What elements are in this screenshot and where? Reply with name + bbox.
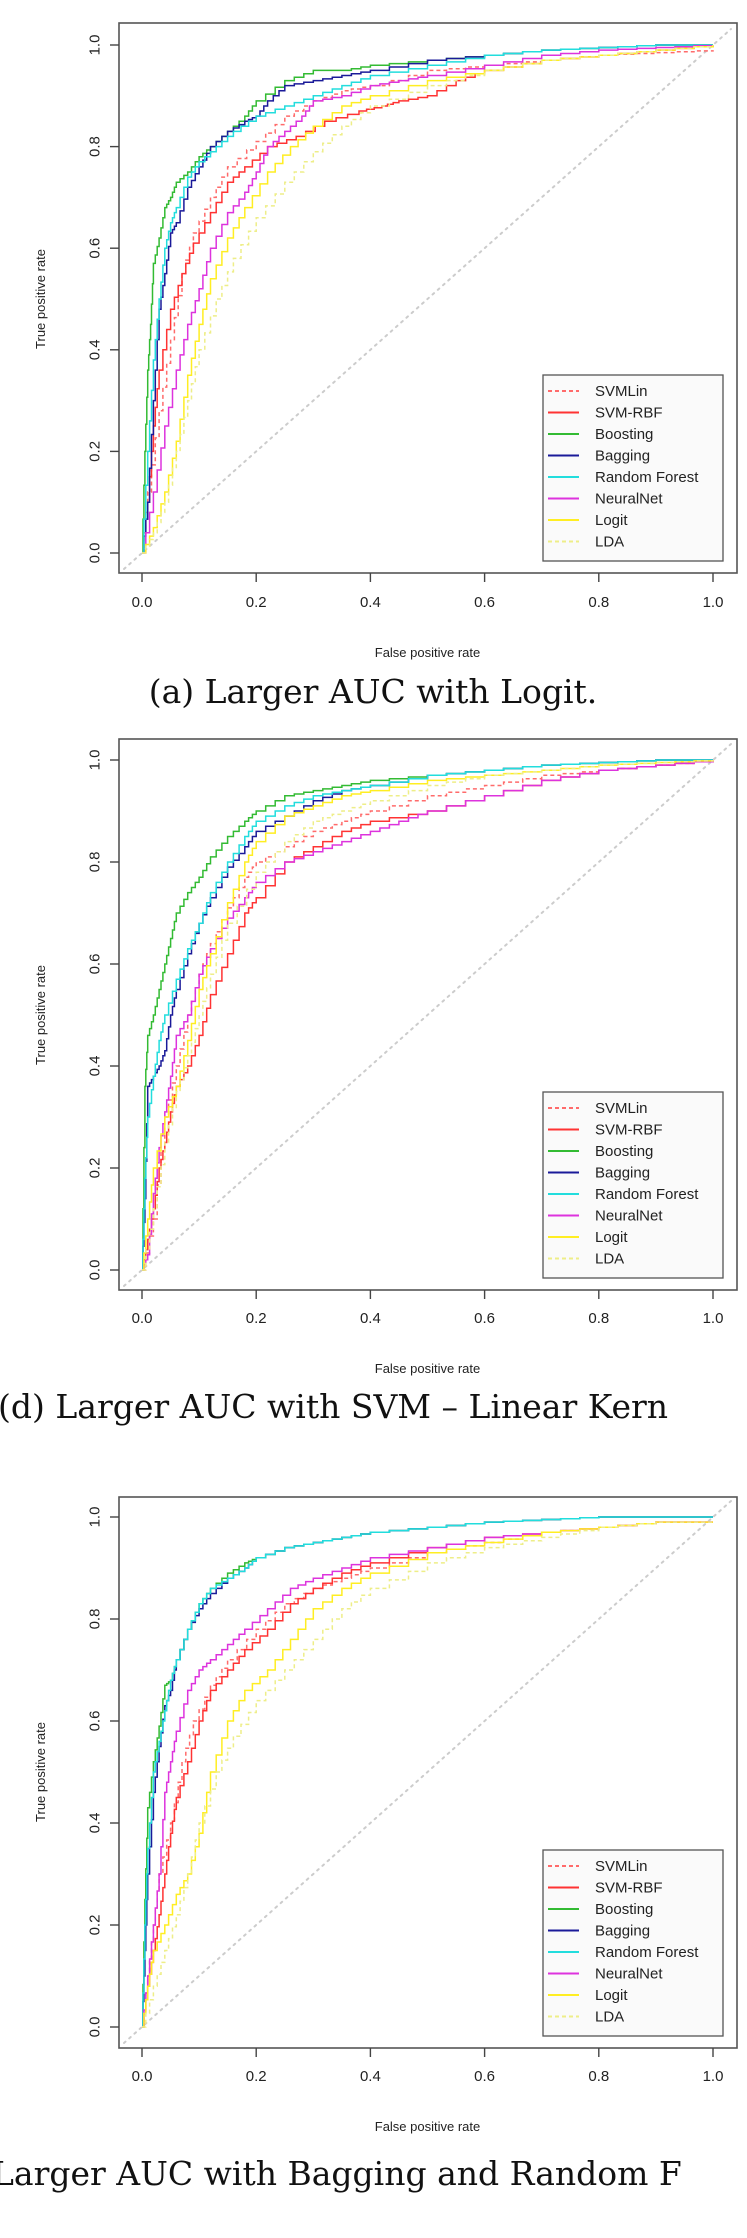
legend-label: SVMLin bbox=[595, 1100, 648, 1117]
legend-box bbox=[542, 1849, 724, 2037]
x-tick-label: 0.8 bbox=[588, 594, 609, 611]
roc-chart-3: 0.0 0.2 0.4 0.6 0.8 1.0 0.0 0.2 0.4 0.6 0.8 1.0 Fals… bbox=[0, 1496, 738, 2193]
legend-label: Boosting bbox=[595, 426, 653, 443]
x-tick-label: 0.4 bbox=[360, 594, 381, 611]
series-line-neuralnet bbox=[142, 45, 714, 554]
y-axis-label: True positive rate bbox=[33, 965, 48, 1065]
legend-label: Random Forest bbox=[595, 1186, 699, 1203]
y-tick-label: 0.2 bbox=[87, 1915, 104, 1936]
legend-label: Bagging bbox=[595, 1923, 650, 1940]
y-tick-label: 0.6 bbox=[87, 238, 104, 259]
series-line-random-forest bbox=[142, 44, 713, 554]
y-tick-label: 0.4 bbox=[87, 1813, 104, 1834]
legend-label: Logit bbox=[595, 1229, 628, 1246]
legend-label: Bagging bbox=[595, 1165, 650, 1182]
chance-diagonal-line bbox=[123, 28, 732, 570]
x-tick-label: 0.8 bbox=[588, 2068, 609, 2085]
roc-chart-2: 0.0 0.2 0.4 0.6 0.8 1.0 0.0 0.2 0.4 0.6 0.8 1.0 Fals… bbox=[0, 738, 738, 1426]
x-axis-label: False positive rate bbox=[375, 1361, 481, 1376]
y-tick-label: 0.0 bbox=[87, 543, 104, 564]
legend-label: SVM-RBF bbox=[595, 405, 663, 422]
x-tick-label: 1.0 bbox=[703, 2068, 724, 2085]
y-tick-label: 0.6 bbox=[87, 954, 104, 975]
x-axis-label: False positive rate bbox=[375, 645, 481, 660]
legend-label: Boosting bbox=[595, 1901, 653, 1918]
y-axis-label: True positive rate bbox=[33, 249, 48, 349]
y-tick-label: 1.0 bbox=[87, 35, 104, 56]
chance-diagonal-line bbox=[123, 743, 732, 1287]
legend-label: SVMLin bbox=[595, 1858, 648, 1875]
legend-label: NeuralNet bbox=[595, 1208, 663, 1225]
y-tick-label: 0.2 bbox=[87, 1158, 104, 1179]
legend-label: NeuralNet bbox=[595, 491, 663, 508]
legend-label: Logit bbox=[595, 512, 628, 529]
legend-label: LDA bbox=[595, 1251, 624, 1268]
legend: SVMLin SVM-RBF Boosting Bagging Random Fores… bbox=[542, 1091, 724, 1279]
x-tick-label: 0.2 bbox=[246, 2068, 267, 2085]
legend: SVMLin SVM-RBF Boosting Bagging Random Fores… bbox=[542, 1849, 724, 2037]
legend-label: SVM-RBF bbox=[595, 1122, 663, 1139]
legend: SVMLin SVM-RBF Boosting Bagging Random Fores… bbox=[542, 374, 724, 562]
series-line-random-forest bbox=[142, 759, 713, 1271]
series-line-lda bbox=[142, 1521, 713, 2028]
x-tick-label: 0.0 bbox=[132, 594, 153, 611]
legend-label: Boosting bbox=[595, 1143, 653, 1160]
y-tick-label: 0.0 bbox=[87, 1260, 104, 1281]
y-tick-label: 1.0 bbox=[87, 1507, 104, 1528]
figure-caption: (a) Larger AUC with Logit. bbox=[149, 672, 598, 711]
x-tick-label: 0.8 bbox=[588, 1310, 609, 1327]
roc-chart-1: 0.0 0.2 0.4 0.6 0.8 1.0 0.0 0.2 0.4 0.6 0.8 1.0 Fals… bbox=[33, 22, 738, 711]
y-tick-label: 0.8 bbox=[87, 136, 104, 157]
series-line-lda bbox=[142, 45, 714, 554]
y-tick-label: 1.0 bbox=[87, 750, 104, 771]
legend-label: NeuralNet bbox=[595, 1966, 663, 1983]
legend-box bbox=[542, 374, 724, 562]
legend-label: SVMLin bbox=[595, 383, 648, 400]
legend-label: Random Forest bbox=[595, 1944, 699, 1961]
legend-label: SVM-RBF bbox=[595, 1880, 663, 1897]
series-line-lda bbox=[142, 760, 714, 1271]
y-tick-label: 0.4 bbox=[87, 339, 104, 360]
x-tick-label: 0.0 bbox=[132, 1310, 153, 1327]
x-tick-label: 0.0 bbox=[132, 2068, 153, 2085]
x-tick-label: 0.6 bbox=[474, 594, 495, 611]
legend-label: LDA bbox=[595, 534, 624, 551]
x-tick-label: 1.0 bbox=[703, 594, 724, 611]
figure-caption: (d) Larger AUC with SVM – Linear Kern bbox=[0, 1387, 668, 1426]
series-line-neuralnet bbox=[142, 1521, 713, 2028]
series-line-logit bbox=[142, 1521, 713, 2028]
x-tick-label: 0.2 bbox=[246, 1310, 267, 1327]
y-tick-label: 0.6 bbox=[87, 1711, 104, 1732]
y-tick-label: 0.0 bbox=[87, 2017, 104, 2038]
x-tick-label: 0.6 bbox=[474, 2068, 495, 2085]
y-tick-label: 0.8 bbox=[87, 852, 104, 873]
legend-label: LDA bbox=[595, 2009, 624, 2026]
x-axis-label: False positive rate bbox=[375, 2119, 481, 2134]
figure-caption: Larger AUC with Bagging and Random F bbox=[0, 2154, 682, 2193]
x-tick-label: 0.4 bbox=[360, 2068, 381, 2085]
legend-label: Random Forest bbox=[595, 469, 699, 486]
series-line-random-forest bbox=[142, 1516, 713, 2028]
x-tick-label: 0.2 bbox=[246, 594, 267, 611]
legend-label: Logit bbox=[595, 1987, 628, 2004]
y-tick-label: 0.4 bbox=[87, 1056, 104, 1077]
chance-diagonal-line bbox=[123, 1500, 732, 2044]
x-tick-label: 0.6 bbox=[474, 1310, 495, 1327]
y-tick-label: 0.2 bbox=[87, 441, 104, 462]
y-tick-label: 0.8 bbox=[87, 1609, 104, 1630]
y-axis-label: True positive rate bbox=[33, 1722, 48, 1822]
x-tick-label: 0.4 bbox=[360, 1310, 381, 1327]
series-line-bagging bbox=[142, 44, 713, 554]
legend-label: Bagging bbox=[595, 448, 650, 465]
legend-box bbox=[542, 1091, 724, 1279]
x-tick-label: 1.0 bbox=[703, 1310, 724, 1327]
